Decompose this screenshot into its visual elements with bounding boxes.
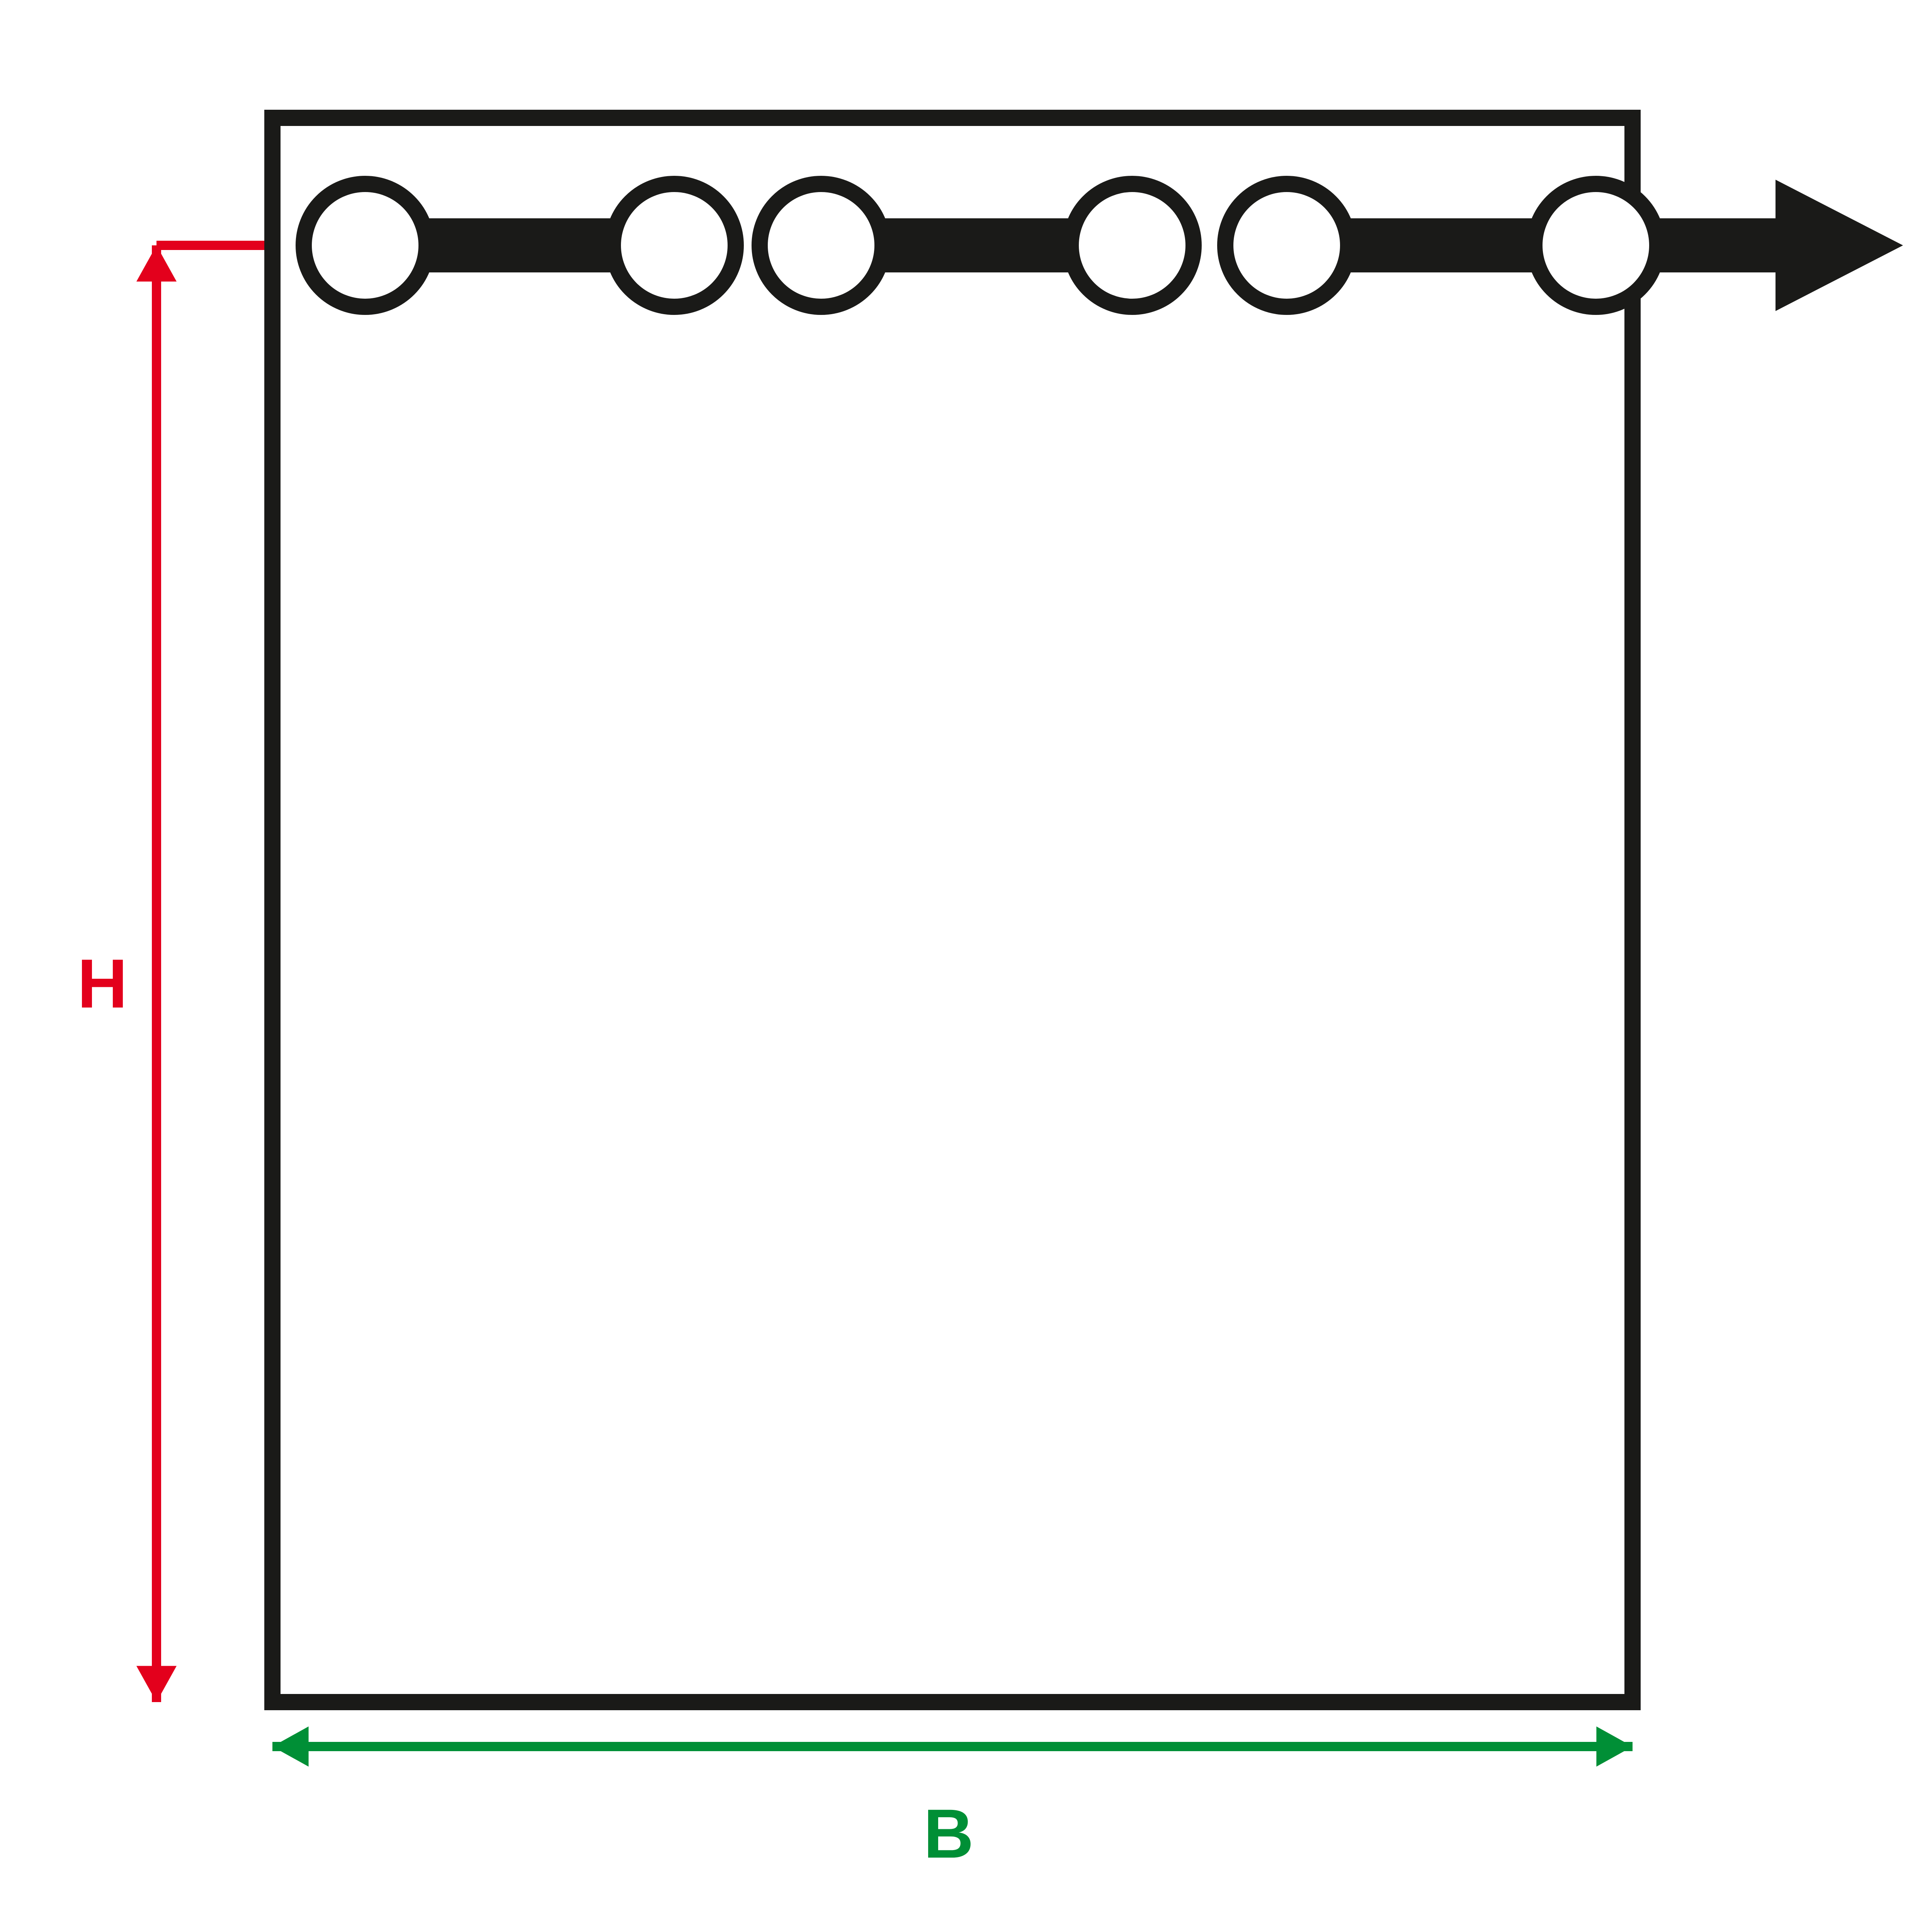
- b-label: B: [923, 1795, 974, 1873]
- grommet-4: [1225, 184, 1348, 307]
- grommet-5: [1534, 184, 1657, 307]
- grommet-1: [613, 184, 736, 307]
- curtain-panel: [272, 118, 1633, 1702]
- grommet-2: [760, 184, 883, 307]
- grommet-3: [1071, 184, 1194, 307]
- grommet-0: [304, 184, 427, 307]
- rod-arrow-shaft: [1648, 218, 1776, 272]
- h-label: H: [77, 945, 128, 1023]
- curtain-dimension-diagram: HB: [0, 0, 1932, 1932]
